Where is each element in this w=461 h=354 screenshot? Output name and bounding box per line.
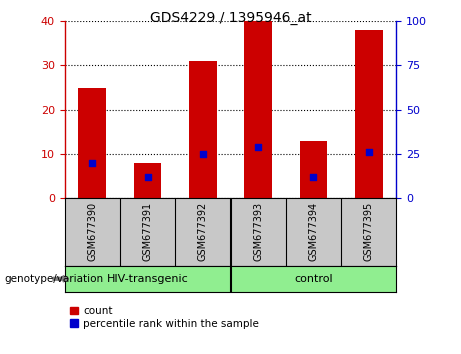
- Bar: [355, 30, 383, 198]
- Bar: [78, 88, 106, 198]
- Point: [144, 174, 151, 180]
- Text: GSM677394: GSM677394: [308, 202, 319, 262]
- Text: GSM677391: GSM677391: [142, 202, 153, 262]
- Text: control: control: [294, 274, 333, 284]
- Text: genotype/variation: genotype/variation: [5, 274, 104, 284]
- Bar: [189, 61, 217, 198]
- Text: GSM677392: GSM677392: [198, 202, 208, 262]
- Point: [89, 160, 96, 166]
- Legend: count, percentile rank within the sample: count, percentile rank within the sample: [70, 306, 259, 329]
- Text: GSM677395: GSM677395: [364, 202, 374, 262]
- Text: HIV-transgenic: HIV-transgenic: [106, 274, 189, 284]
- Bar: [134, 163, 161, 198]
- Point: [199, 151, 207, 157]
- Bar: [300, 141, 327, 198]
- Point: [254, 144, 262, 150]
- Text: GSM677393: GSM677393: [253, 202, 263, 262]
- Bar: [244, 21, 272, 198]
- Point: [365, 149, 372, 155]
- Text: GDS4229 / 1395946_at: GDS4229 / 1395946_at: [150, 11, 311, 25]
- Text: GSM677390: GSM677390: [87, 202, 97, 262]
- Point: [310, 174, 317, 180]
